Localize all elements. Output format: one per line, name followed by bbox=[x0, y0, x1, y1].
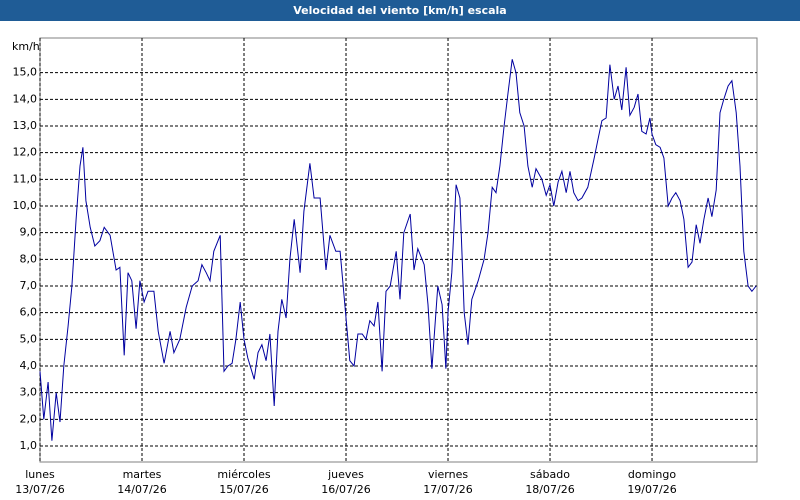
x-tick-label: 14/07/26 bbox=[117, 483, 166, 496]
x-tick-label: lunes bbox=[25, 468, 55, 481]
x-tick-label: 16/07/26 bbox=[321, 483, 370, 496]
y-tick-label: 11,0 bbox=[13, 172, 38, 185]
y-tick-label: 14,0 bbox=[13, 92, 38, 105]
y-tick-label: 12,0 bbox=[13, 146, 38, 159]
chart-title: Velocidad del viento [km/h] escala bbox=[293, 4, 506, 17]
x-tick-label: miércoles bbox=[217, 468, 270, 481]
x-tick-label: 17/07/26 bbox=[423, 483, 472, 496]
y-tick-label: 9,0 bbox=[20, 226, 38, 239]
y-axis-label: km/h bbox=[12, 40, 40, 53]
y-tick-label: 8,0 bbox=[20, 252, 38, 265]
x-tick-label: 13/07/26 bbox=[15, 483, 64, 496]
y-tick-label: 2,0 bbox=[20, 412, 38, 425]
x-tick-label: domingo bbox=[628, 468, 676, 481]
plot-area bbox=[39, 37, 758, 463]
line bbox=[39, 59, 757, 441]
title-bar bbox=[0, 0, 800, 21]
x-tick-label: martes bbox=[123, 468, 162, 481]
y-tick-label: 6,0 bbox=[20, 306, 38, 319]
y-tick-label: 1,0 bbox=[20, 439, 38, 452]
y-tick-label: 10,0 bbox=[13, 199, 38, 212]
y-tick-label: 15,0 bbox=[13, 66, 38, 79]
y-tick-label: 4,0 bbox=[20, 359, 38, 372]
x-tick-label: sábado bbox=[530, 468, 570, 481]
y-tick-label: 13,0 bbox=[13, 119, 38, 132]
y-tick-label: 5,0 bbox=[20, 332, 38, 345]
y-tick-label: 7,0 bbox=[20, 279, 38, 292]
x-tick-label: 19/07/26 bbox=[627, 483, 676, 496]
x-tick-label: jueves bbox=[327, 468, 364, 481]
y-tick-label: 3,0 bbox=[20, 386, 38, 399]
x-tick-label: 15/07/26 bbox=[219, 483, 268, 496]
x-tick-label: viernes bbox=[428, 468, 468, 481]
x-tick-label: 18/07/26 bbox=[525, 483, 574, 496]
